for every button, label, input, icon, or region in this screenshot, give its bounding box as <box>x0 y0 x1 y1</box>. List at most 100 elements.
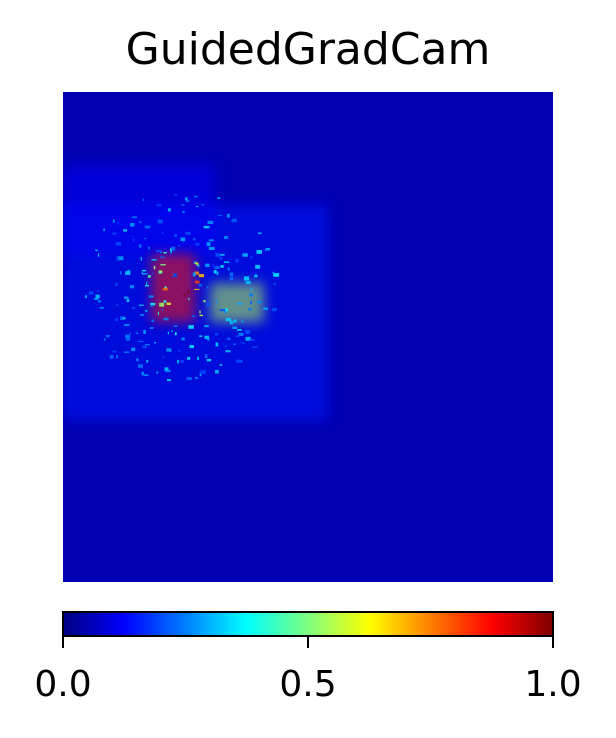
heatmap-speckle <box>164 286 167 290</box>
heatmap-speckle <box>154 342 157 344</box>
heatmap-speckle <box>159 256 165 258</box>
heatmap-speckle <box>198 274 205 278</box>
colorbar-ticks <box>62 636 554 648</box>
heatmap-speckle <box>235 359 242 363</box>
heatmap-speckle <box>122 317 126 319</box>
heatmap-speckle <box>255 264 261 269</box>
heatmap-speckle <box>103 338 106 341</box>
heatmap-speckle <box>112 219 115 223</box>
heatmap-speckle <box>194 195 198 198</box>
heatmap-speckle <box>112 232 117 235</box>
heatmap-speckle <box>167 209 171 212</box>
heatmap-speckle <box>229 320 234 325</box>
heatmap-speckle <box>241 320 244 323</box>
heatmap-speckle <box>219 364 223 366</box>
heatmap-speckle <box>174 234 177 237</box>
heatmap-speckle <box>170 250 172 254</box>
heatmap-speckle <box>231 219 237 223</box>
colorbar <box>62 611 554 648</box>
heatmap-speckle <box>167 331 169 335</box>
heatmap-speckle <box>189 345 194 349</box>
heatmap-speckle <box>227 337 231 341</box>
heatmap-speckle <box>248 293 254 297</box>
heatmap-speckle <box>88 291 94 295</box>
heatmap-speckle <box>223 261 230 264</box>
heatmap-speckle <box>229 272 234 276</box>
heatmap-speckle <box>208 246 215 251</box>
heatmap-speckle <box>257 300 262 304</box>
heatmap-speckle <box>248 307 252 311</box>
heatmap-speckle <box>199 310 201 314</box>
heatmap-speckle <box>138 221 142 223</box>
heatmap-speckle <box>250 300 252 305</box>
heatmap-speckle <box>207 286 209 289</box>
heatmap-speckle <box>245 281 251 285</box>
heatmap-speckle <box>235 258 239 263</box>
heatmap-speckle <box>192 272 196 277</box>
heatmap-speckle <box>143 237 147 240</box>
heatmap-speckle <box>119 316 124 320</box>
heatmap-speckle <box>115 282 118 287</box>
heatmap-speckle <box>179 360 184 363</box>
heatmap-speckle <box>132 238 135 242</box>
heatmap-speckle <box>115 318 119 322</box>
heatmap-speckle <box>214 265 220 270</box>
heatmap-speckle <box>124 351 130 353</box>
heatmap-speckle <box>137 340 144 343</box>
heatmap-speckle <box>141 269 147 272</box>
heatmap-speckle <box>206 242 211 247</box>
heatmap-speckle <box>187 290 190 294</box>
heatmap-speckle <box>129 284 135 289</box>
heatmap-speckle <box>136 358 139 362</box>
heatmap-speckle <box>163 317 169 321</box>
heatmap-speckle <box>148 246 150 250</box>
heatmap-speckle <box>148 295 154 298</box>
heatmap-speckle <box>217 197 221 199</box>
heatmap-speckle <box>205 263 210 267</box>
heatmap-cells <box>63 92 553 582</box>
heatmap-speckle <box>225 345 227 348</box>
heatmap-speckle <box>144 285 150 287</box>
heatmap-speckle <box>156 204 162 207</box>
heatmap-speckle <box>250 288 253 291</box>
heatmap-speckle <box>153 265 156 270</box>
heatmap-speckle <box>112 350 117 353</box>
heatmap-speckle <box>109 355 114 359</box>
heatmap-speckle <box>182 210 185 214</box>
heatmap-speckle <box>225 318 232 322</box>
heatmap-speckle <box>194 377 199 379</box>
heatmap-speckle <box>145 310 148 312</box>
heatmap-speckle <box>219 309 226 312</box>
heatmap-speckle <box>105 335 110 338</box>
heatmap-speckle <box>183 293 186 296</box>
heatmap-speckle <box>176 359 179 364</box>
heatmap-speckle <box>138 244 142 248</box>
heatmap-speckle <box>204 354 208 359</box>
heatmap-speckle <box>231 274 234 278</box>
heatmap-speckle <box>156 371 159 374</box>
heatmap-speckle <box>232 218 237 221</box>
heatmap-speckle <box>124 296 129 299</box>
heatmap-speckle <box>199 335 203 337</box>
heatmap-speckle <box>142 198 145 202</box>
heatmap-speckle <box>159 270 162 273</box>
heatmap-speckle <box>131 235 133 237</box>
heatmap-speckle <box>206 302 210 307</box>
heatmap-speckle <box>250 256 253 259</box>
heatmap-speckle <box>232 326 238 329</box>
heatmap-speckle <box>135 332 139 335</box>
heatmap-speckle <box>125 271 131 275</box>
heatmap-speckle <box>216 299 218 304</box>
heatmap-speckle <box>186 377 193 381</box>
heatmap-speckle <box>171 273 177 278</box>
heatmap-speckle <box>131 347 136 352</box>
heatmap-speckle <box>149 327 154 329</box>
heatmap-speckle <box>99 306 104 309</box>
heatmap-speckle <box>120 271 122 275</box>
heatmap-speckle <box>117 221 119 225</box>
colorbar-tick-label-0: 0.0 <box>34 664 92 705</box>
heatmap-speckle <box>160 252 162 254</box>
heatmap-speckle <box>203 225 210 229</box>
heatmap-speckle <box>196 205 199 208</box>
heatmap-speckle <box>188 297 190 301</box>
